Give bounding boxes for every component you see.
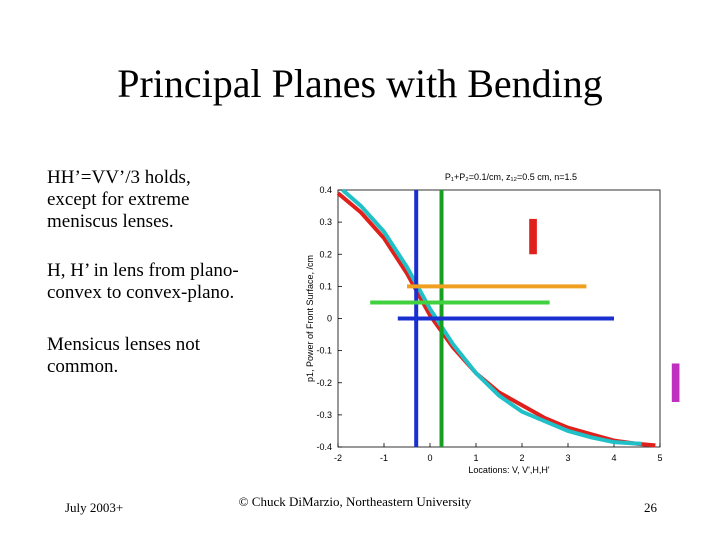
- x-tick-label: 4: [611, 453, 616, 463]
- x-axis-label: Locations: V, V',H,H': [468, 465, 549, 475]
- y-tick-label: 0.4: [319, 185, 332, 195]
- bullet-text: H, H’ in lens from plano-: [47, 260, 239, 281]
- x-tick-label: 5: [657, 453, 662, 463]
- y-tick-label: -0.1: [316, 346, 332, 356]
- bullet-text: common.: [47, 356, 118, 377]
- footer-date: July 2003+: [65, 500, 123, 515]
- y-tick-label: -0.2: [316, 378, 332, 388]
- x-tick-label: 3: [565, 453, 570, 463]
- x-tick-label: 1: [473, 453, 478, 463]
- y-tick-label: 0: [327, 314, 332, 324]
- y-tick-label: -0.4: [316, 442, 332, 452]
- chart-title: P₁+P₂=0.1/cm, z₁₂=0.5 cm, n=1.5: [445, 172, 577, 182]
- bullet-text: except for extreme: [47, 189, 189, 210]
- data-line: [336, 191, 656, 448]
- bullet-text: HH’=VV’/3 holds,: [47, 167, 191, 188]
- slide-title: Principal Planes with Bending: [117, 61, 603, 106]
- y-tick-label: 0.3: [319, 217, 332, 227]
- bullet-text: Mensicus lenses not: [47, 334, 201, 355]
- x-tick-label: 2: [519, 453, 524, 463]
- y-tick-label: -0.3: [316, 410, 332, 420]
- footer-credit: © Chuck DiMarzio, Northeastern Universit…: [239, 494, 472, 509]
- data-line: [341, 188, 642, 446]
- page-number: 26: [644, 500, 658, 515]
- x-tick-label: 0: [427, 453, 432, 463]
- y-tick-label: 0.2: [319, 249, 332, 259]
- bullet-text: convex to convex-plano.: [47, 282, 234, 303]
- x-tick-label: -1: [380, 453, 388, 463]
- y-tick-label: 0.1: [319, 281, 332, 291]
- bullet-text: meniscus lenses.: [47, 211, 174, 232]
- x-tick-label: -2: [334, 453, 342, 463]
- y-axis-label: p1, Power of Front Surface, /cm: [305, 255, 315, 382]
